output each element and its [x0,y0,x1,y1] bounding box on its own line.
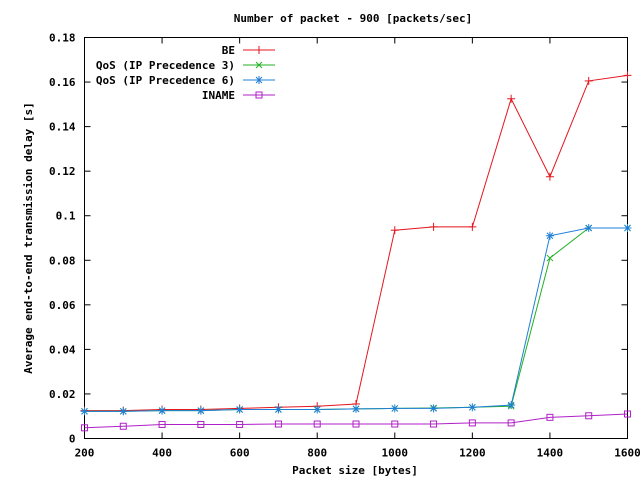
data-point [119,422,127,430]
series-line [84,413,628,429]
data-point [429,404,438,413]
data-point [507,419,515,427]
data-point [197,420,205,428]
y-tick-label: 0.18 [49,32,76,45]
data-point [623,71,632,80]
series-0 [80,71,632,415]
data-point [313,420,321,428]
axes: 200 400 600 800 1000 1200 1400 1600 0 0.02 0.04 0.0… [49,32,640,460]
series-line [84,227,628,412]
x-tick-label: 1000 [382,447,409,460]
data-point [507,401,516,410]
legend-label: QoS (IP Precedence 6) [96,74,235,87]
data-point [274,405,283,414]
data-point [274,420,282,428]
y-tick-label: 0 [69,433,76,446]
data-point [352,420,360,428]
x-tick-label: 600 [230,447,250,460]
legend-marker [255,46,263,54]
data-point [235,405,244,414]
legend-marker [255,61,263,69]
data-point [545,172,554,181]
series-1 [81,224,631,415]
y-tick-label: 0.1 [56,210,76,223]
y-axis-label: Average end-to-end transmission delay [s… [22,102,35,374]
x-axis-label: Packet size [bytes] [292,464,418,477]
data-point [430,420,438,428]
data-point [158,420,166,428]
plot-frame [84,37,628,439]
data-point [546,413,554,421]
data-point [390,404,399,413]
data-point [352,404,360,413]
data-point [468,403,477,412]
data-point [468,419,476,427]
data-point [429,222,438,231]
y-tick-label: 0.16 [49,76,76,89]
x-tick-label: 800 [307,447,327,460]
legend: BE QoS (IP Precedence 3) QoS (IP Precedenc… [96,44,275,102]
y-tick-label: 0.14 [49,121,76,134]
legend-label: BE [222,44,235,57]
legend-label: QoS (IP Precedence 3) [96,59,235,72]
data-point [390,226,399,235]
data-point [584,223,593,232]
x-tick-label: 200 [75,447,95,460]
data-point [584,76,593,85]
data-point [119,407,128,416]
y-tick-label: 0.02 [49,388,76,401]
data-point [313,405,322,414]
data-point [80,407,89,416]
x-tick-label: 1200 [459,447,486,460]
data-point [196,406,205,415]
series-line [84,74,628,412]
x-tick-label: 1400 [537,447,564,460]
data-point [546,254,554,262]
data-point [623,223,632,232]
data-point [158,406,167,415]
y-tick-label: 0.04 [49,343,76,356]
data-point [585,412,593,420]
data-point [391,420,399,428]
series-layer [80,71,632,432]
legend-label: INAME [202,89,235,102]
y-tick-label: 0.08 [49,254,76,267]
legend-marker [255,91,263,99]
legend-marker [255,76,263,84]
x-tick-label: 400 [152,447,172,460]
data-point [236,420,244,428]
x-tick-label: 1600 [614,447,640,460]
chart-title: Number of packet - 900 [packets/sec] [234,12,472,25]
y-tick-label: 0.12 [49,165,76,178]
data-point [624,410,631,418]
data-point [468,222,477,231]
data-point [81,424,88,432]
y-tick-label: 0.06 [49,299,76,312]
data-point [507,94,516,103]
series-2 [80,223,632,416]
data-point [545,231,554,240]
series-line [84,227,628,412]
series-3 [81,410,631,432]
